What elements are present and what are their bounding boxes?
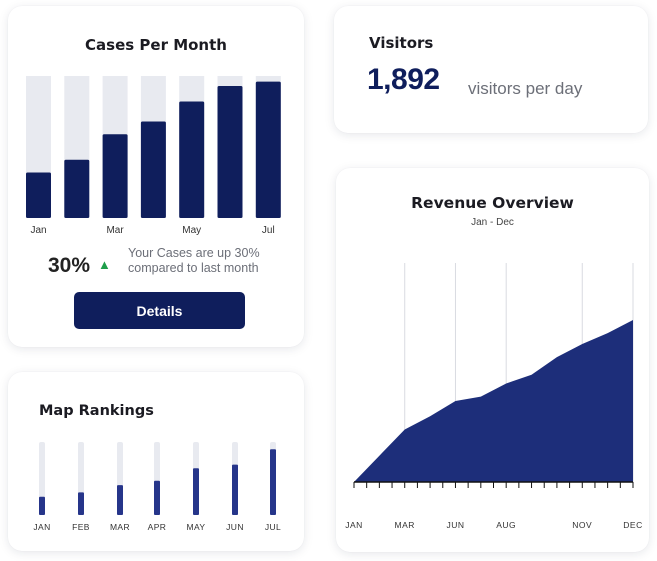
map-rankings-card: Map Rankings JAN FEB MAR APR MAY JUN JUL	[8, 372, 304, 551]
visitors-unit-label: visitors per day	[468, 79, 583, 98]
map-x-tick-label: JUN	[226, 522, 244, 532]
map-bar	[193, 468, 199, 515]
cases-bar	[26, 172, 51, 218]
cases-bar-chart: Jan Mar May Jul	[26, 76, 281, 236]
visitors-card: Visitors 1,892 visitors per day	[334, 6, 648, 133]
revenue-x-tick-label: NOV	[572, 520, 592, 530]
up-triangle-icon: ▲	[98, 257, 111, 272]
revenue-area-series	[354, 319, 633, 482]
cases-x-tick-label: Mar	[106, 225, 124, 236]
revenue-card-title: Revenue Overview	[411, 194, 574, 212]
map-bar	[154, 480, 160, 515]
revenue-x-tick-label: JUN	[446, 520, 464, 530]
revenue-x-tick-label: DEC	[623, 520, 642, 530]
map-rankings-bar-chart: JAN FEB MAR APR MAY JUN JUL	[33, 442, 281, 532]
map-bar	[78, 492, 84, 515]
revenue-card-subtitle: Jan - Dec	[471, 217, 514, 228]
revenue-overview-card: Revenue Overview Jan - Dec JAN MAR JUN AUG N…	[336, 168, 649, 552]
cases-bar	[217, 85, 243, 218]
revenue-area-chart: JAN MAR JUN AUG NOV DEC	[345, 263, 642, 530]
cases-bar	[64, 159, 90, 218]
map-x-tick-label: JUL	[265, 522, 281, 532]
map-bar	[232, 464, 238, 515]
map-bar	[270, 449, 276, 515]
map-x-tick-label: MAY	[187, 522, 206, 532]
cases-x-tick-label: Jul	[262, 225, 275, 236]
cases-bar	[140, 121, 166, 218]
cases-card-title: Cases Per Month	[85, 36, 227, 54]
map-bar	[39, 496, 45, 515]
map-x-tick-label: FEB	[72, 522, 90, 532]
cases-percent: 30%	[48, 254, 91, 277]
map-card-title: Map Rankings	[39, 403, 154, 419]
revenue-x-tick-label: AUG	[496, 520, 516, 530]
cases-bar	[255, 81, 281, 219]
cases-description: Your Cases are up 30% compared to last m…	[128, 246, 260, 275]
cases-x-tick-label: May	[182, 225, 201, 236]
map-x-tick-label: APR	[148, 522, 167, 532]
details-button[interactable]: Details	[74, 292, 245, 329]
revenue-x-tick-label: JAN	[345, 520, 363, 530]
visitors-card-title: Visitors	[369, 34, 434, 52]
cases-bar	[179, 101, 205, 218]
cases-per-month-card: Cases Per Month Jan Mar May Jul 30% ▲ Your …	[8, 6, 304, 347]
map-x-tick-label: MAR	[110, 522, 130, 532]
map-bar	[117, 485, 123, 515]
revenue-x-tick-label: MAR	[395, 520, 415, 530]
cases-x-tick-label: Jan	[30, 225, 46, 236]
map-x-tick-label: JAN	[33, 522, 50, 532]
cases-bar	[102, 134, 128, 218]
visitors-count: 1,892	[367, 63, 440, 96]
